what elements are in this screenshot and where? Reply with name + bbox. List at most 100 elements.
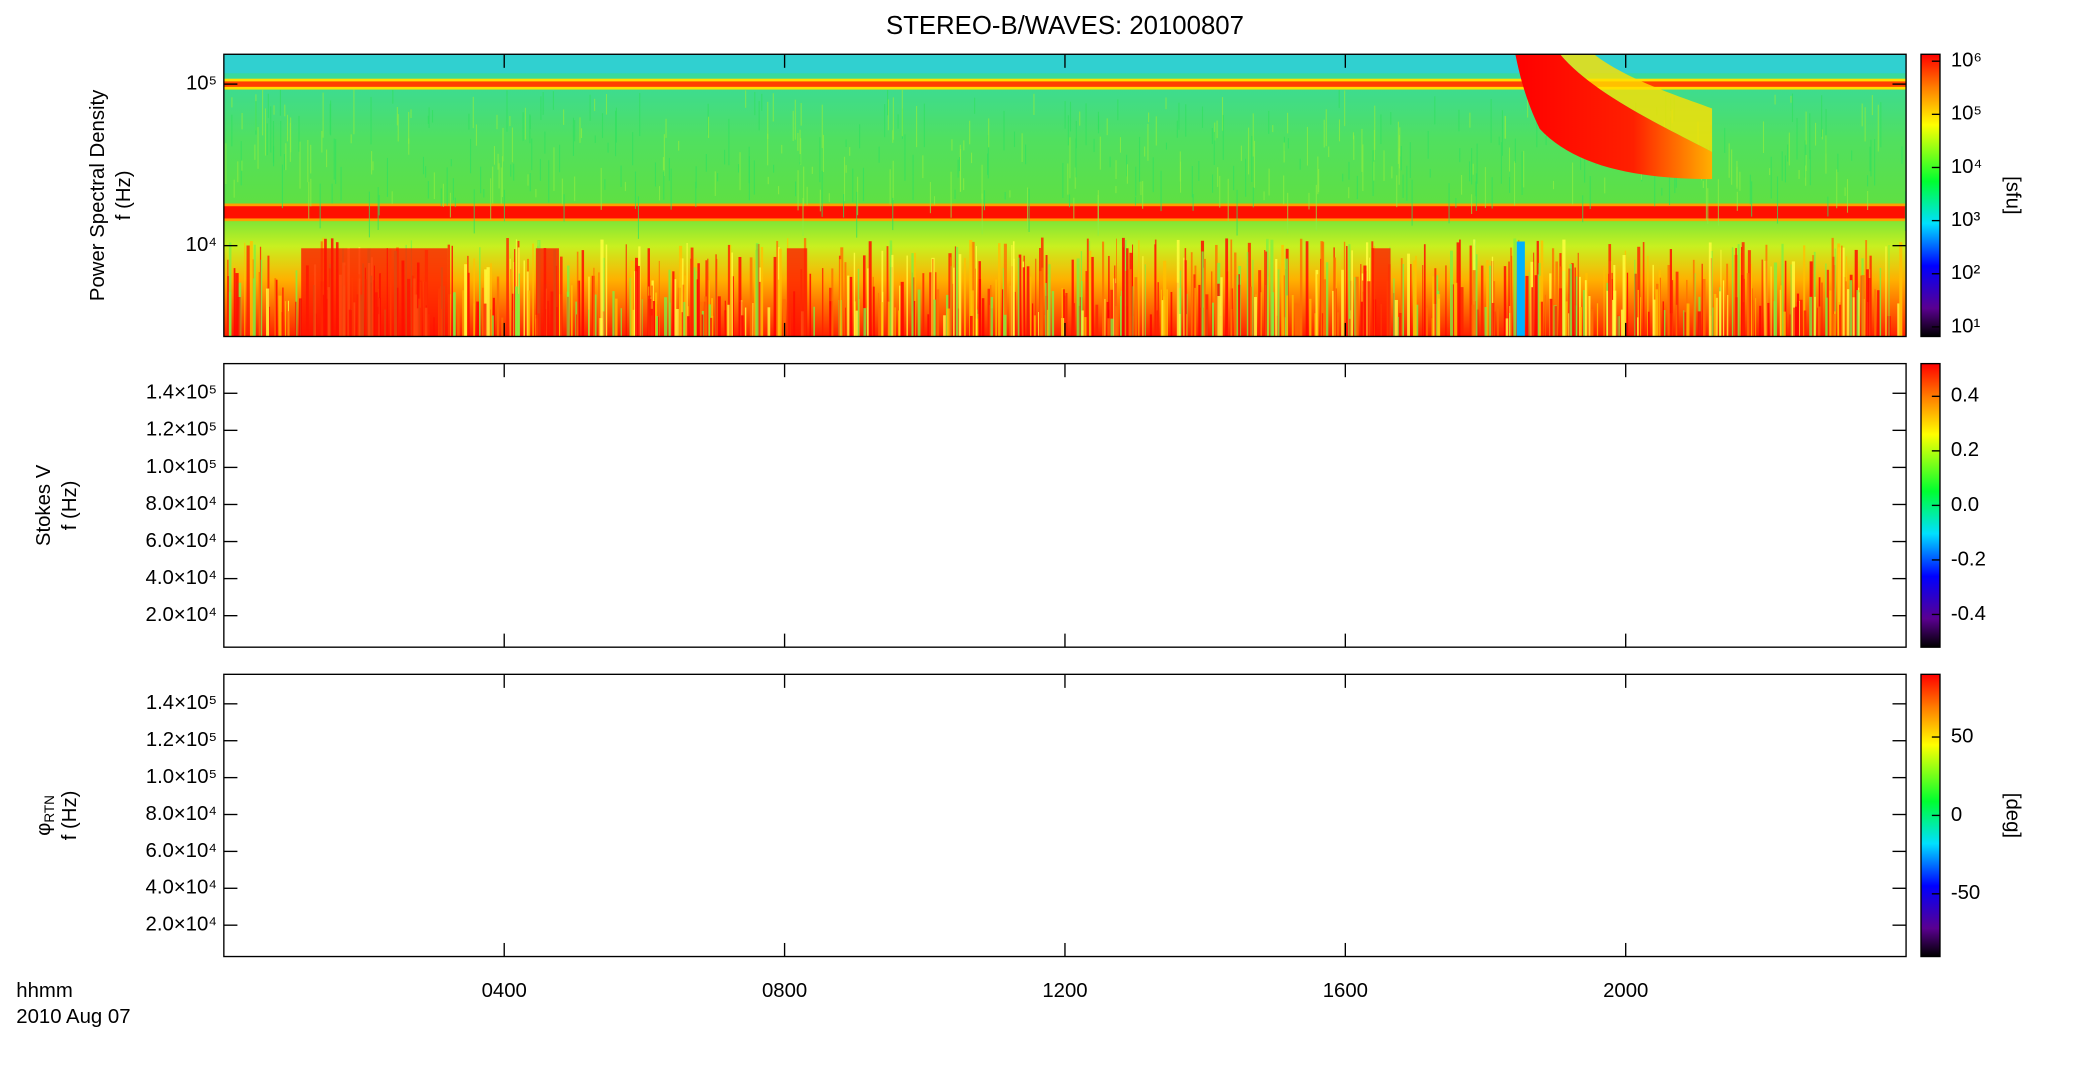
spectrogram-texture (1144, 264, 1146, 337)
spectrogram-texture (372, 161, 374, 171)
spectrogram-texture (1469, 245, 1472, 337)
spectrogram-texture (1722, 280, 1725, 337)
spectrogram-texture (535, 248, 559, 337)
spectrogram-texture (1251, 135, 1253, 183)
spectrogram-texture (664, 297, 668, 337)
spectrogram-texture (1003, 110, 1005, 151)
spectrogram-texture (604, 179, 606, 190)
spectrogram-texture (368, 191, 370, 238)
spectrogram-texture (744, 307, 747, 337)
spectrogram-texture (1572, 162, 1574, 205)
spectrogram-texture (960, 148, 962, 192)
spectrogram-texture (1176, 239, 1180, 337)
spectrogram-texture (1675, 304, 1678, 337)
spectrogram-texture (889, 169, 891, 205)
spectrogram-texture (1198, 284, 1201, 337)
spectrogram-texture (1240, 145, 1242, 161)
spectrogram-texture (502, 127, 504, 162)
spectrogram-texture (1004, 192, 1006, 200)
spectrogram-texture (1844, 187, 1846, 196)
spectrogram-texture (1081, 310, 1084, 337)
spectrogram-texture (1793, 307, 1795, 337)
colorbar-tick-label: 0.4 (1951, 385, 1979, 407)
spectrogram-texture (1637, 317, 1639, 337)
colorbar-tick-label: 0.2 (1951, 439, 1979, 461)
spectrogram-texture (535, 188, 537, 198)
spectrogram-texture (1683, 310, 1685, 337)
spectrogram-texture (1765, 244, 1768, 337)
spectrogram-texture (1669, 249, 1673, 337)
spectrogram-texture (260, 259, 263, 337)
spectrogram-texture (1549, 298, 1553, 337)
spectrogram-texture (821, 268, 824, 337)
spectrogram-texture (1149, 314, 1152, 337)
spectrogram-texture (1067, 115, 1069, 146)
spectrogram-texture (228, 292, 232, 337)
spectrogram-texture (1162, 296, 1165, 337)
spectrogram-texture (717, 296, 721, 337)
spectrogram-texture (1099, 136, 1101, 170)
spectrogram-texture (1491, 302, 1495, 337)
spectrogram-texture (620, 308, 622, 337)
spectrogram-texture (1854, 249, 1858, 337)
y-axis-label: f (Hz) (113, 171, 135, 221)
spectrogram-texture (1788, 132, 1790, 166)
spectrogram-texture (981, 164, 983, 200)
spectrogram-texture (1662, 301, 1664, 337)
spectrogram-texture (1701, 263, 1703, 337)
spectrogram-texture (849, 276, 853, 337)
spectrogram-texture (1783, 311, 1786, 337)
spectrogram-texture (1336, 312, 1340, 337)
spectrogram-texture (1486, 260, 1489, 337)
spectrogram-texture (1515, 54, 1713, 180)
spectrogram-texture (899, 285, 901, 337)
spectrogram-texture (1166, 289, 1168, 337)
spectrogram-texture (574, 176, 576, 202)
spectrogram-texture (1737, 244, 1740, 337)
spectrogram-texture (281, 312, 283, 337)
spectrogram-texture (663, 134, 665, 176)
spectrogram-texture (1011, 245, 1013, 337)
spectrogram-texture (1212, 174, 1214, 193)
spectrogram-texture (492, 297, 495, 337)
spectrogram-texture (1579, 307, 1583, 337)
spectrogram-texture (625, 244, 627, 337)
spectrogram-texture (1287, 138, 1289, 149)
spectrogram-texture (1109, 156, 1111, 168)
spectrogram-texture (1562, 239, 1566, 337)
spectrogram-texture (632, 132, 634, 166)
spectrogram-texture (1574, 267, 1576, 337)
spectrogram-texture (1360, 301, 1363, 337)
spectrogram-texture (727, 304, 730, 337)
spectrogram-texture (577, 280, 581, 337)
spectrogram-texture (1774, 94, 1776, 105)
spectrogram-texture (1116, 238, 1117, 337)
spectrogram-texture (1826, 269, 1829, 337)
spectrogram-texture (252, 278, 255, 337)
spectrogram-texture (969, 315, 973, 337)
spectrogram-texture (1528, 271, 1530, 337)
spectrogram-texture (605, 244, 608, 337)
spectrogram-texture (1508, 147, 1511, 177)
spectrogram-texture (1885, 246, 1887, 337)
spectrogram-texture (280, 120, 282, 157)
spectrogram-texture (1510, 247, 1512, 337)
spectrogram-texture (340, 166, 342, 201)
y-axis-label: f (Hz) (59, 791, 81, 841)
spectrogram-texture (761, 93, 763, 111)
spectrogram-texture (1211, 302, 1214, 337)
spectrogram-texture (1770, 266, 1772, 337)
spectrogram-texture (1165, 142, 1168, 150)
spectrogram-texture (914, 252, 916, 337)
spectrogram-texture (1194, 287, 1196, 337)
spectrogram-texture (563, 194, 565, 222)
spectrogram-texture (272, 121, 275, 163)
spectrogram-texture (1126, 154, 1128, 177)
spectrogram-texture (1761, 259, 1763, 337)
spectrogram-texture (1119, 137, 1122, 153)
spectrogram-texture (1134, 277, 1138, 337)
spectrogram-texture (310, 144, 312, 174)
spectrogram-texture (799, 154, 801, 165)
spectrogram-texture (1236, 275, 1240, 337)
spectrogram-texture (1061, 288, 1064, 337)
